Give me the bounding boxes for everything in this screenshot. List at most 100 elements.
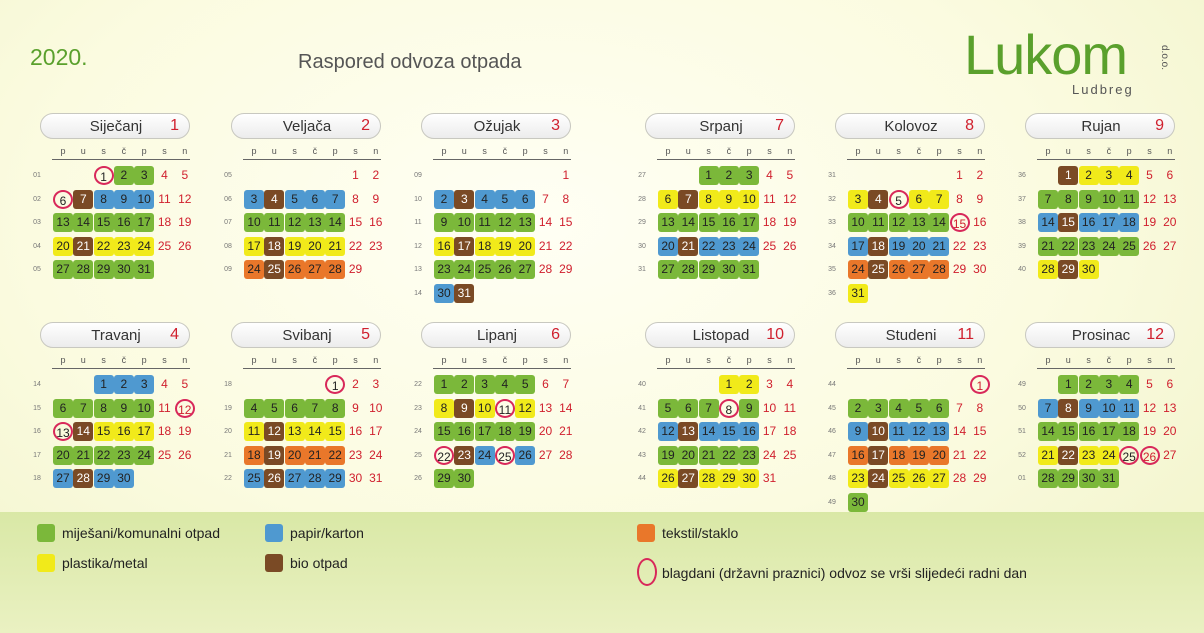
week-number: 20 <box>224 428 232 436</box>
day-cell: 12 <box>178 191 192 206</box>
day-cell: 4 <box>1119 166 1140 185</box>
day-cell: 19 <box>1142 215 1157 230</box>
day-cell: 4 <box>161 377 168 391</box>
week-number: 21 <box>224 451 232 459</box>
week-number: 40 <box>638 381 646 388</box>
month-number: 8 <box>965 117 974 134</box>
day-cell: 17 <box>739 213 760 233</box>
weekday-label: u <box>271 355 277 365</box>
weekday-label: n <box>977 355 983 365</box>
weekday-label: n <box>563 146 569 156</box>
day-cell: 2 <box>848 398 868 418</box>
day-cell: 4 <box>474 189 495 209</box>
week-number: 18 <box>33 475 41 483</box>
weekday-label: n <box>563 355 569 365</box>
week-number: 39 <box>1018 242 1026 250</box>
day-cell: 5 <box>494 189 515 209</box>
week-number: 06 <box>224 195 232 203</box>
month-number: 2 <box>361 117 370 134</box>
plastic-swatch <box>37 554 55 572</box>
day-cell: 4 <box>244 398 264 418</box>
day-cell: 18 <box>1119 422 1140 442</box>
month-name: Listopad <box>692 327 750 344</box>
weekday-label: č <box>121 355 127 365</box>
day-cell: 7 <box>678 189 699 209</box>
week-number: 43 <box>638 451 646 459</box>
day-cell: 29 <box>973 471 987 486</box>
weekday-divider <box>847 368 985 369</box>
day-cell: 28 <box>952 471 967 486</box>
day-cell: 20 <box>284 445 305 465</box>
day-cell: 22 <box>718 445 739 465</box>
week-number: 42 <box>638 428 646 436</box>
day-cell: 4 <box>1119 375 1140 394</box>
day-cell: 21 <box>678 236 699 256</box>
day-cell: 12 <box>284 213 305 233</box>
day-cell: 9 <box>113 398 134 418</box>
day-cell: 14 <box>929 213 950 233</box>
day-cell: 11 <box>888 422 909 442</box>
day-cell: 27 <box>53 469 73 489</box>
day-cell: 28 <box>304 469 325 489</box>
day-cell: 17 <box>134 422 155 442</box>
day-cell: 31 <box>454 284 475 303</box>
day-cell: 14 <box>1038 422 1058 442</box>
week-number: 14 <box>414 290 422 297</box>
day-cell: 16 <box>369 215 383 230</box>
weekday-label: p <box>855 146 861 156</box>
weekday-divider <box>52 159 190 160</box>
day-cell: 10 <box>454 213 475 233</box>
month-number: 7 <box>775 117 784 134</box>
paper-swatch <box>265 524 283 542</box>
day-cell: 22 <box>559 238 573 253</box>
day-cell: 29 <box>93 469 114 489</box>
day-cell: 30 <box>113 469 134 489</box>
day-cell: 27 <box>1163 447 1177 462</box>
week-number: 09 <box>414 172 422 179</box>
day-cell: 15 <box>1058 422 1079 442</box>
day-cell: 24 <box>1098 236 1119 256</box>
day-cell: 16 <box>973 215 987 230</box>
day-cell: 8 <box>562 191 570 206</box>
day-cell: 13 <box>515 213 536 233</box>
logo-subtitle: Ludbreg <box>1072 82 1134 97</box>
week-number: 38 <box>1018 219 1026 227</box>
week-number: 46 <box>828 428 836 436</box>
day-cell: 14 <box>325 213 346 233</box>
week-number: 30 <box>638 242 646 250</box>
day-cell: 14 <box>304 422 325 442</box>
day-cell: 27 <box>908 260 929 280</box>
day-cell: 30 <box>348 471 363 486</box>
day-cell: 15 <box>718 422 739 442</box>
day-cell: 1 <box>434 375 454 394</box>
weekday-label: n <box>182 355 188 365</box>
day-cell: 25 <box>264 260 285 280</box>
day-cell: 13 <box>284 422 305 442</box>
day-cell: 7 <box>304 398 325 418</box>
day-cell: 12 <box>658 422 678 442</box>
month-name: Prosinac <box>1071 327 1131 344</box>
month-header: Veljača 2 <box>231 113 381 139</box>
day-cell: 4 <box>264 189 285 209</box>
day-cell: 28 <box>538 262 553 277</box>
day-cell: 10 <box>848 213 868 233</box>
weekday-divider <box>243 368 381 369</box>
day-cell: 7 <box>1038 189 1058 209</box>
day-cell: 3 <box>868 398 889 418</box>
weekday-label: u <box>80 146 86 156</box>
month-number: 3 <box>551 117 560 134</box>
month-name: Veljača <box>282 118 332 135</box>
bio-swatch <box>265 554 283 572</box>
day-cell: 15 <box>93 213 114 233</box>
day-cell: 8 <box>976 400 984 415</box>
day-cell: 18 <box>494 422 515 442</box>
day-cell: 15 <box>698 213 719 233</box>
day-cell: 25 <box>474 260 495 280</box>
day-cell: 10 <box>1098 189 1119 209</box>
day-cell: 22 <box>1058 236 1079 256</box>
day-cell: 21 <box>1038 445 1058 465</box>
day-cell: 26 <box>284 260 305 280</box>
month-header: Srpanj 7 <box>645 113 795 139</box>
day-cell: 10 <box>1098 398 1119 418</box>
weekday-divider <box>1037 368 1175 369</box>
